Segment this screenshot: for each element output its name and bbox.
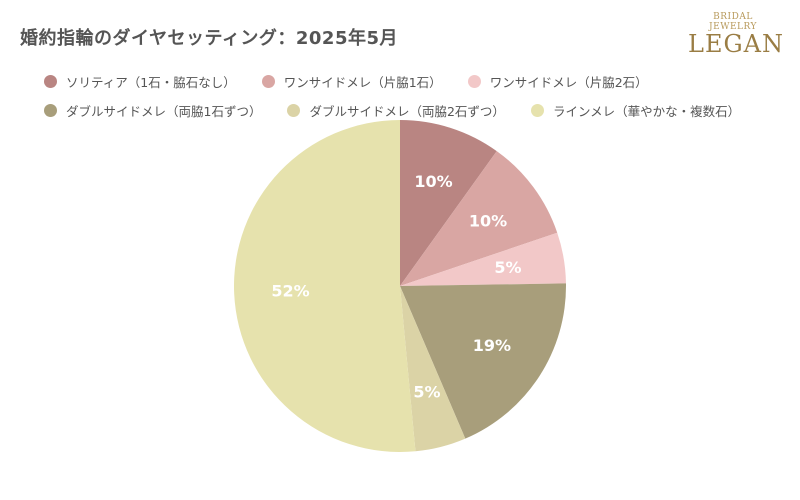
legend-swatch — [530, 104, 544, 117]
legend-item-one-side-2: ワンサイドメレ（片脇2石） — [467, 72, 648, 91]
legend-item-solitaire: ソリティア（1石・脇石なし） — [44, 72, 236, 91]
legend-swatch — [44, 75, 57, 88]
legend-swatch — [261, 75, 275, 88]
legend-item-double-side-1: ダブルサイドメレ（両脇1石ずつ） — [44, 101, 261, 120]
pie-slice — [400, 120, 497, 286]
legend-item-line-melee: ラインメレ（華やかな・複数石） — [530, 101, 741, 120]
pie-slice-label: 52% — [271, 282, 309, 301]
legend-swatch — [467, 75, 481, 88]
legend-label: ラインメレ（華やかな・複数石） — [552, 104, 741, 119]
chart-title: 婚約指輪のダイヤセッティング：2025年5月 — [20, 28, 399, 49]
pie-slice — [233, 120, 416, 452]
logo-subtitle: BRIDAL JEWELRY — [709, 12, 757, 32]
legend-swatch — [44, 104, 57, 117]
brand-logo: BRIDAL JEWELRY LEGAN — [688, 12, 784, 58]
legend-item-double-side-2: ダブルサイドメレ（両脇2石ずつ） — [287, 101, 505, 120]
legend-label: ソリティア（1石・脇石なし） — [66, 75, 236, 90]
legend-label: ダブルサイドメレ（両脇2石ずつ） — [309, 104, 505, 119]
pie-slice — [400, 283, 566, 439]
pie-slice-label: 5% — [494, 258, 521, 277]
legend-item-one-side-1: ワンサイドメレ（片脇1石） — [261, 72, 442, 91]
pie-slice — [400, 151, 558, 286]
pie-slice-label: 10% — [469, 211, 507, 230]
legend-label: ダブルサイドメレ（両脇1石ずつ） — [66, 104, 262, 119]
pie-slice — [400, 232, 566, 286]
pie-slice — [400, 286, 466, 452]
logo-name: LEGAN — [688, 30, 784, 58]
pie-slice-label: 10% — [414, 172, 452, 191]
legend-label: ワンサイドメレ（片脇2石） — [489, 75, 648, 90]
pie-slice-label: 19% — [473, 336, 511, 355]
chart-legend: ソリティア（1石・脇石なし） ワンサイドメレ（片脇1石） ワンサイドメレ（片脇2… — [44, 72, 784, 120]
legend-label: ワンサイドメレ（片脇1石） — [283, 75, 442, 90]
legend-swatch — [287, 104, 301, 117]
pie-slice-label: 5% — [413, 383, 440, 402]
